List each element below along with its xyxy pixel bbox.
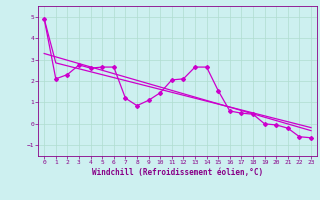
X-axis label: Windchill (Refroidissement éolien,°C): Windchill (Refroidissement éolien,°C) — [92, 168, 263, 177]
